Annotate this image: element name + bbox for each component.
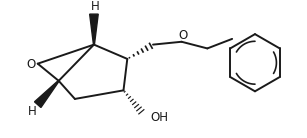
Text: O: O — [178, 29, 187, 42]
Text: O: O — [26, 58, 36, 71]
Polygon shape — [90, 14, 98, 45]
Text: H: H — [91, 0, 99, 13]
Polygon shape — [34, 80, 59, 108]
Text: OH: OH — [150, 112, 168, 124]
Text: H: H — [28, 105, 37, 118]
